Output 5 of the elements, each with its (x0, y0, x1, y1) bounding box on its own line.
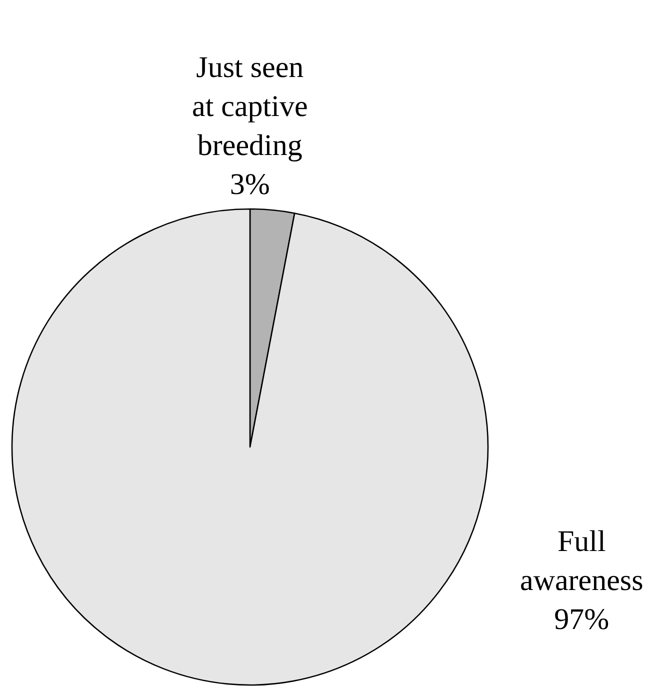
data-label: 3% (230, 168, 270, 201)
data-label: 97% (554, 603, 610, 636)
pie-slice (11, 208, 488, 686)
slice-label: Full awareness (520, 525, 644, 597)
slice-label: Just seen at captive breeding (192, 51, 308, 162)
